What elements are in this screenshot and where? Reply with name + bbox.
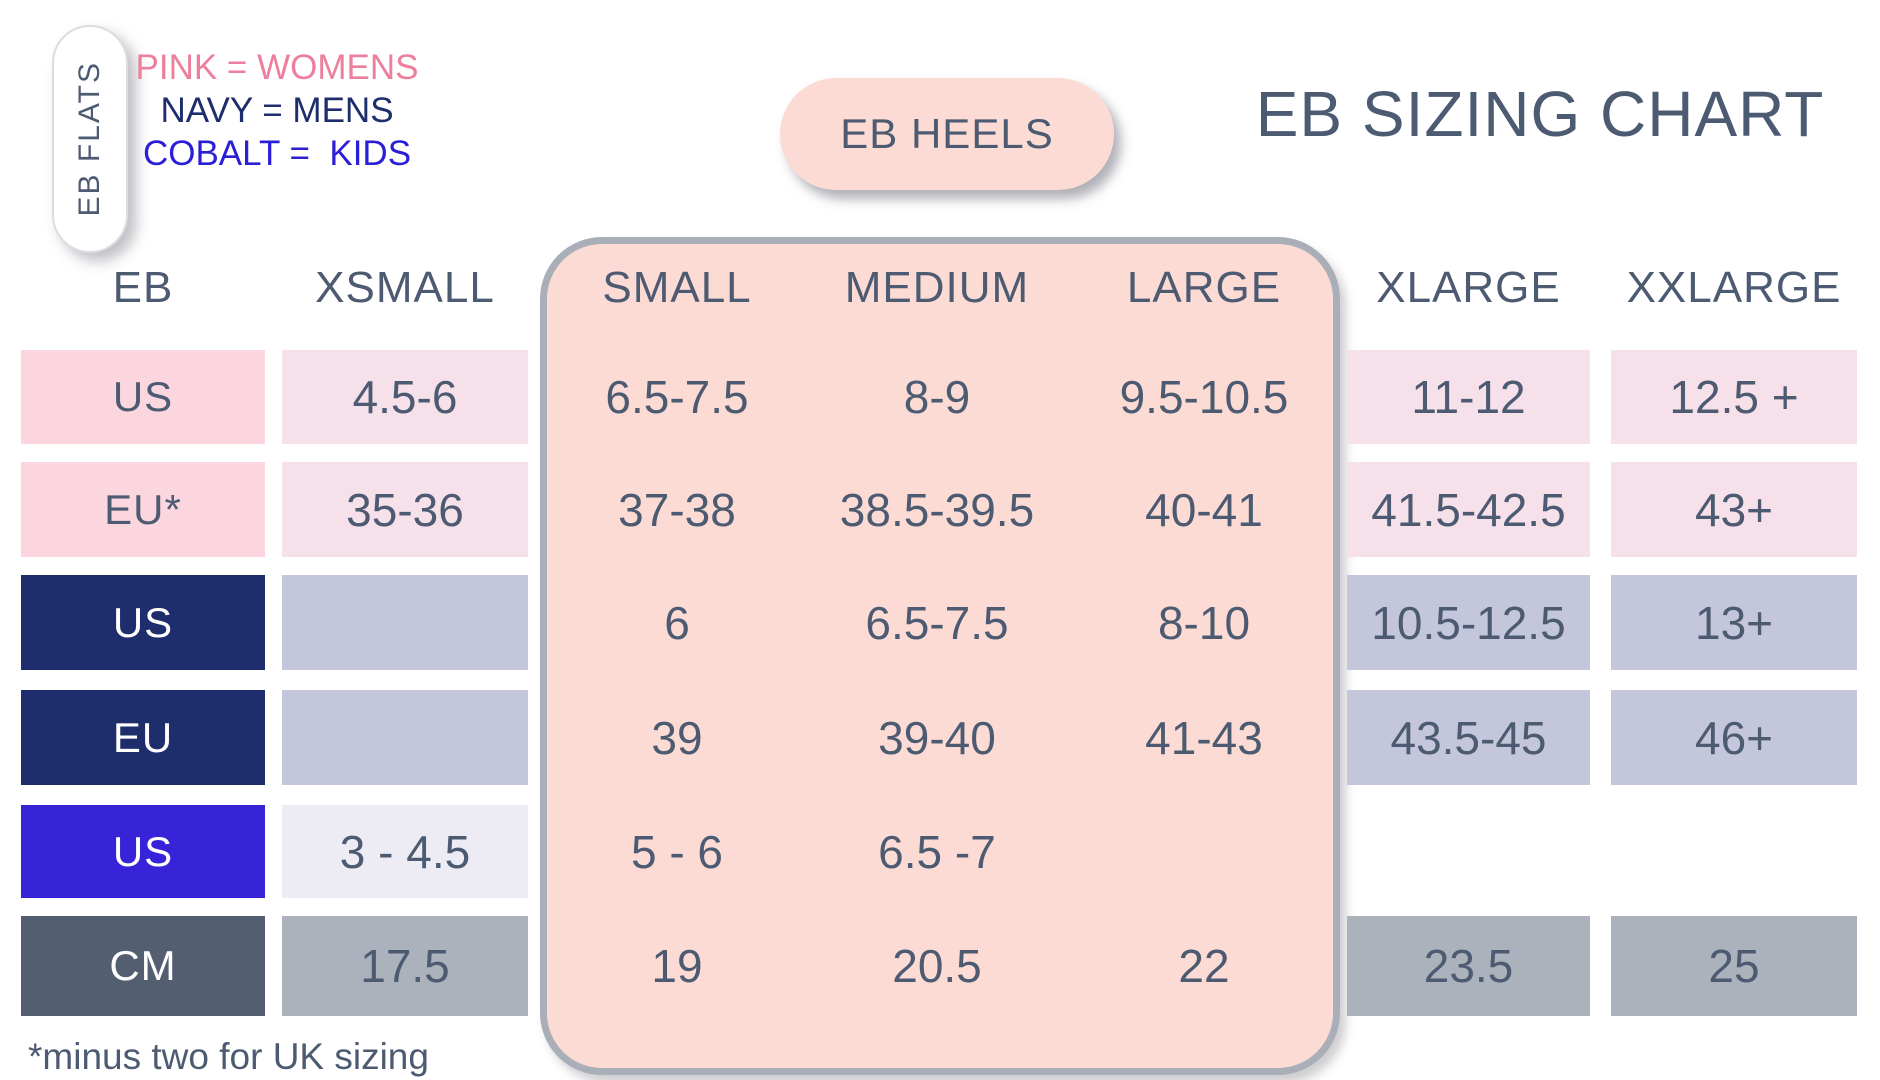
row-label-cell: EU (21, 690, 265, 785)
size-cell: 38.5-39.5 (839, 483, 1035, 536)
size-cell: 37-38 (618, 483, 736, 536)
size-cell: 8-9 (903, 371, 971, 423)
size-cell: 13+ (1611, 575, 1857, 670)
size-cell: 43.5-45 (1347, 690, 1590, 785)
size-cell: 5 - 6 (630, 825, 724, 878)
size-cell: 6.5-7.5 (865, 596, 1009, 649)
size-cell: 3 - 4.5 (282, 805, 528, 898)
size-cell: 6.5 -7 (878, 825, 996, 878)
color-legend: PINK = WOMENS NAVY = MENS COBALT = KIDS (112, 46, 442, 175)
size-cell (282, 575, 528, 670)
size-cell: 39 (651, 711, 703, 764)
column-header-eb: EB (112, 263, 174, 312)
size-cell (282, 690, 528, 785)
size-cell: 9.5-10.5 (1119, 371, 1289, 423)
column-header-xsmall: XSMALL (315, 263, 495, 312)
size-cell: 22 (1178, 940, 1230, 992)
row-label-cell: US (21, 350, 265, 444)
column-header-medium: MEDIUM (844, 263, 1030, 312)
column-header-xlarge: XLARGE (1376, 263, 1561, 312)
row-label-cell: US (21, 575, 265, 670)
size-cell: 12.5 + (1611, 350, 1857, 444)
size-cell: 8-10 (1157, 596, 1251, 649)
legend-womens: PINK = WOMENS (135, 48, 419, 87)
size-cell: 17.5 (282, 916, 528, 1016)
row-label-cell: EU* (21, 462, 265, 557)
size-cell: 25 (1611, 916, 1857, 1016)
row-label-cell: US (21, 805, 265, 898)
size-cell: 46+ (1611, 690, 1857, 785)
eb-heels-highlight-box (540, 237, 1340, 1075)
uk-sizing-footnote: *minus two for UK sizing (28, 1036, 429, 1077)
size-cell (1068, 805, 1340, 898)
column-header-small: SMALL (602, 263, 752, 312)
size-cell: 19 (651, 940, 703, 992)
page-title: EB SIZING CHART (1255, 78, 1825, 150)
eb-flats-tab[interactable]: EB FLATS (52, 25, 128, 253)
size-cell: 4.5-6 (282, 350, 528, 444)
size-cell: 41.5-42.5 (1347, 462, 1590, 557)
row-label-cell: CM (21, 916, 265, 1016)
size-cell: 6 (664, 596, 690, 649)
eb-flats-tab-label: EB FLATS (73, 61, 106, 217)
size-cell: 41-43 (1145, 711, 1263, 764)
column-header-large: LARGE (1126, 263, 1282, 312)
legend-mens: NAVY = MENS (160, 91, 394, 130)
eb-heels-tab[interactable]: EB HEELS (780, 78, 1114, 190)
size-cell: 20.5 (892, 940, 982, 992)
size-cell: 43+ (1611, 462, 1857, 557)
size-cell: 35-36 (282, 462, 528, 557)
size-cell: 10.5-12.5 (1347, 575, 1590, 670)
size-cell: 40-41 (1145, 483, 1263, 536)
column-header-xxlarge: XXLARGE (1626, 263, 1842, 312)
size-cell: 6.5-7.5 (605, 371, 749, 423)
legend-kids: COBALT = KIDS (142, 134, 412, 173)
size-cell: 11-12 (1347, 350, 1590, 444)
eb-heels-tab-label: EB HEELS (840, 110, 1054, 157)
size-cell: 23.5 (1347, 916, 1590, 1016)
size-cell: 39-40 (878, 711, 996, 764)
